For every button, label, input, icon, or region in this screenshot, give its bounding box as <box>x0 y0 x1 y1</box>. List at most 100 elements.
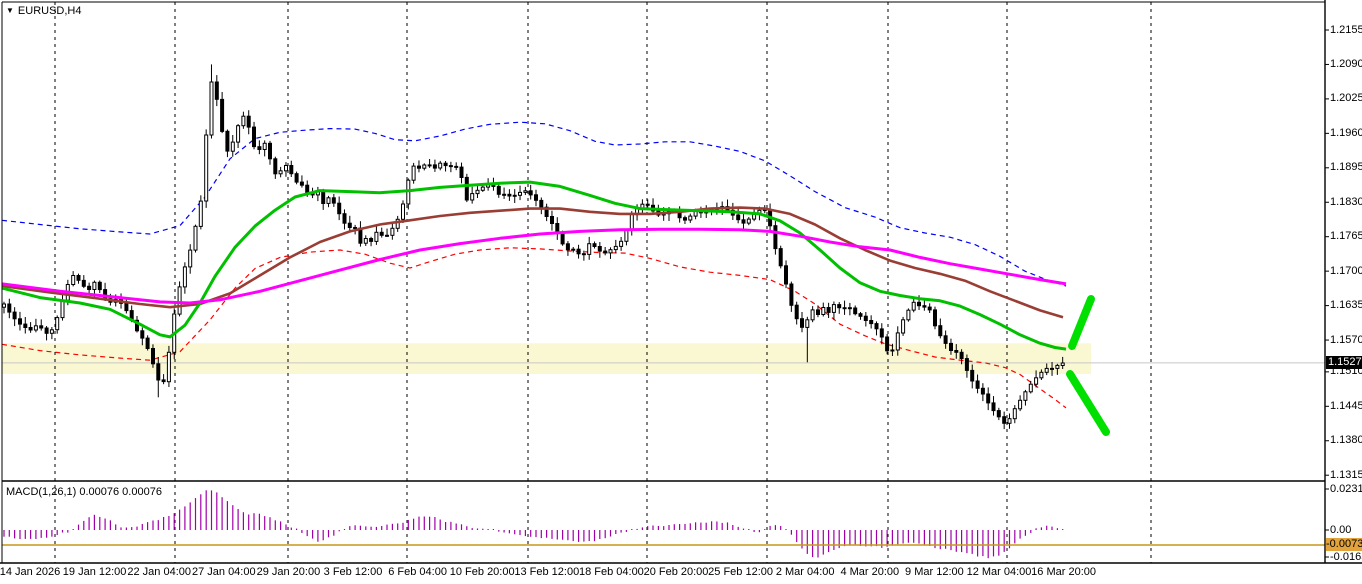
candle-bearish <box>225 130 230 152</box>
candle-bullish <box>890 349 895 352</box>
candle-bullish <box>1034 377 1039 385</box>
price-axis-label: 1.1635 <box>1330 299 1362 312</box>
candle-bullish <box>1028 383 1033 393</box>
candle-bearish <box>938 325 943 337</box>
green-arrow-up <box>1068 295 1095 350</box>
candle-bearish <box>539 199 544 208</box>
macd-axis-label: -0.01635 <box>1330 550 1362 563</box>
candle-bearish <box>927 306 932 311</box>
candle-bearish <box>922 305 927 308</box>
upper-band-blue-dashed <box>1 121 1067 287</box>
candle-bearish <box>784 265 788 285</box>
price-axis-label: 1.1445 <box>1330 399 1362 412</box>
candle-bearish <box>683 217 687 221</box>
candle-bearish <box>550 216 554 224</box>
ma-green-line <box>1 180 1067 351</box>
candle-bearish <box>879 328 884 338</box>
ma-magenta-line <box>1 227 1067 305</box>
candle-bearish <box>23 323 28 329</box>
candle-bullish <box>805 319 810 328</box>
candle-bullish <box>401 203 405 220</box>
yellow-zone <box>2 343 1091 374</box>
candle-bearish <box>826 307 831 313</box>
candle-bullish <box>608 249 613 254</box>
candle-bearish <box>44 327 49 334</box>
candle-bearish <box>741 219 746 224</box>
candle-bearish <box>975 380 980 389</box>
candle-bearish <box>454 165 459 168</box>
candle-bearish <box>268 142 272 160</box>
symbol-text: EURUSD,H4 <box>17 5 82 17</box>
candle-bearish <box>379 231 384 236</box>
price-axis-label: 1.2025 <box>1330 92 1362 105</box>
candle-bearish <box>917 301 921 307</box>
candle-bullish <box>71 275 76 285</box>
symbol-period-label: ▼ EURUSD,H4 <box>6 5 82 17</box>
candle-bearish <box>18 318 22 325</box>
time-axis-label: 16 Mar 20:00 <box>1031 566 1097 578</box>
candle-bullish <box>1023 391 1028 401</box>
candle-bullish <box>326 197 331 204</box>
candle-bearish <box>305 184 310 193</box>
time-axis-label: 6 Feb 04:00 <box>388 566 447 578</box>
candle-bullish <box>55 317 60 331</box>
candle-bearish <box>645 203 650 206</box>
time-axis-label: 13 Feb 12:00 <box>514 566 580 578</box>
time-axis-label: 10 Feb 20:00 <box>449 566 515 578</box>
candlestick-series <box>2 64 1065 430</box>
time-axis-label: 12 Mar 04:00 <box>966 566 1032 578</box>
candle-bullish <box>1007 418 1012 424</box>
candle-bullish <box>1044 367 1049 373</box>
candle-bearish <box>980 387 985 395</box>
candle-bullish <box>911 301 916 311</box>
candle-bullish <box>752 213 757 220</box>
candle-bullish <box>1060 362 1065 366</box>
candle-bearish <box>432 164 437 169</box>
candle-bearish <box>448 165 453 168</box>
candle-bearish <box>1050 367 1054 370</box>
candle-bullish <box>427 164 432 167</box>
price-axis-label: 1.1895 <box>1330 161 1362 174</box>
candle-bullish <box>1039 371 1044 379</box>
candle-bearish <box>959 351 964 360</box>
candle-bearish <box>943 335 948 344</box>
candle-bullish <box>842 307 847 310</box>
candle-bullish <box>374 231 379 242</box>
candle-bearish <box>151 348 155 365</box>
candle-bullish <box>241 115 246 127</box>
candle-bearish <box>337 202 342 215</box>
candle-bullish <box>278 170 283 175</box>
time-axis-label: 20 Feb 20:00 <box>643 566 709 578</box>
price-axis-label: 1.1315 <box>1330 468 1362 481</box>
time-axis-label: 4 Mar 20:00 <box>840 566 900 578</box>
time-axis-label: 29 Jan 20:00 <box>256 566 321 578</box>
candle-bullish <box>624 229 629 242</box>
candle-bullish <box>236 125 241 143</box>
candle-bearish <box>869 320 874 325</box>
ma-brown-line <box>1 206 1064 319</box>
candle-bearish <box>7 303 12 313</box>
price-axis-label: 1.1380 <box>1330 434 1362 447</box>
candle-bearish <box>417 165 421 169</box>
candle-bearish <box>294 173 299 183</box>
price-axis-label: 1.1700 <box>1330 264 1362 277</box>
candle-bullish <box>470 193 475 201</box>
candle-bullish <box>571 248 576 251</box>
candle-bearish <box>581 253 586 256</box>
candle-bearish <box>87 285 92 290</box>
candle-bearish <box>220 98 225 132</box>
candle-bullish <box>385 234 389 237</box>
candle-bearish <box>773 225 778 250</box>
price-axis-label: 1.2155 <box>1330 23 1362 36</box>
candle-bullish <box>810 309 815 321</box>
candle-bullish <box>629 214 634 231</box>
candle-bearish <box>28 327 33 331</box>
candle-bullish <box>746 218 751 224</box>
candle-bearish <box>156 363 161 381</box>
candle-bullish <box>390 227 395 236</box>
candle-bearish <box>135 319 139 332</box>
candle-bullish <box>1012 408 1017 420</box>
candle-bullish <box>895 332 900 351</box>
candle-bearish <box>161 379 166 383</box>
